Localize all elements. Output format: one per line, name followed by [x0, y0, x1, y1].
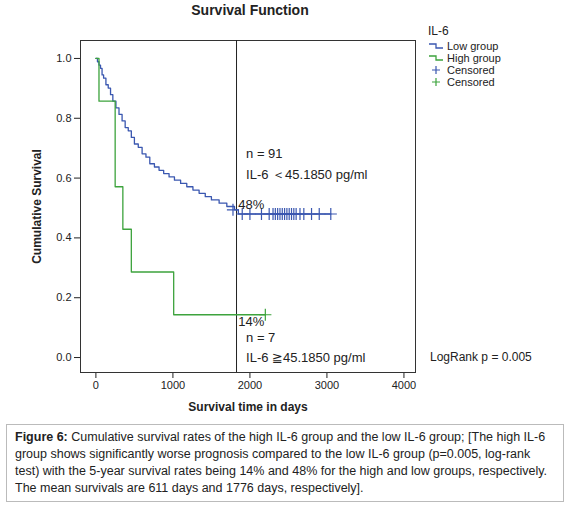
svg-text:2000: 2000	[238, 379, 262, 391]
svg-text:IL-6 ≧45.1850 pg/ml: IL-6 ≧45.1850 pg/ml	[246, 350, 365, 365]
svg-text:n = 7: n = 7	[246, 330, 275, 345]
svg-text:0.6: 0.6	[56, 172, 71, 184]
svg-text:0.0: 0.0	[56, 351, 71, 363]
html-text:Censored: Censored	[447, 64, 495, 76]
html-text:Low group: Low group	[447, 40, 499, 52]
html-text:Survival Function: Survival Function	[191, 2, 309, 18]
html-text:LogRank p = 0.005: LogRank p = 0.005	[430, 350, 532, 364]
svg-text:Cumulative Survival: Cumulative Survival	[30, 149, 44, 264]
html-text:High group: High group	[447, 52, 501, 64]
svg-text:n = 91: n = 91	[246, 146, 283, 161]
html-text:Censored: Censored	[447, 76, 495, 88]
svg-text:48%: 48%	[238, 197, 264, 212]
svg-text:IL-6 ＜45.1850 pg/ml: IL-6 ＜45.1850 pg/ml	[246, 167, 368, 182]
svg-text:14%: 14%	[238, 314, 264, 329]
svg-text:Survival time in days: Survival time in days	[188, 400, 308, 414]
svg-text:0.4: 0.4	[56, 231, 71, 243]
svg-text:0: 0	[93, 379, 99, 391]
svg-text:1.0: 1.0	[56, 52, 71, 64]
svg-text:3000: 3000	[315, 379, 339, 391]
svg-text:4000: 4000	[392, 379, 416, 391]
svg-text:1000: 1000	[161, 379, 185, 391]
html-text:Figure 6: Cumulative survival: Figure 6: Cumulative survival rates of t…	[15, 430, 547, 495]
html-text:IL-6: IL-6	[428, 24, 449, 38]
svg-text:0.2: 0.2	[56, 291, 71, 303]
svg-text:0.8: 0.8	[56, 112, 71, 124]
